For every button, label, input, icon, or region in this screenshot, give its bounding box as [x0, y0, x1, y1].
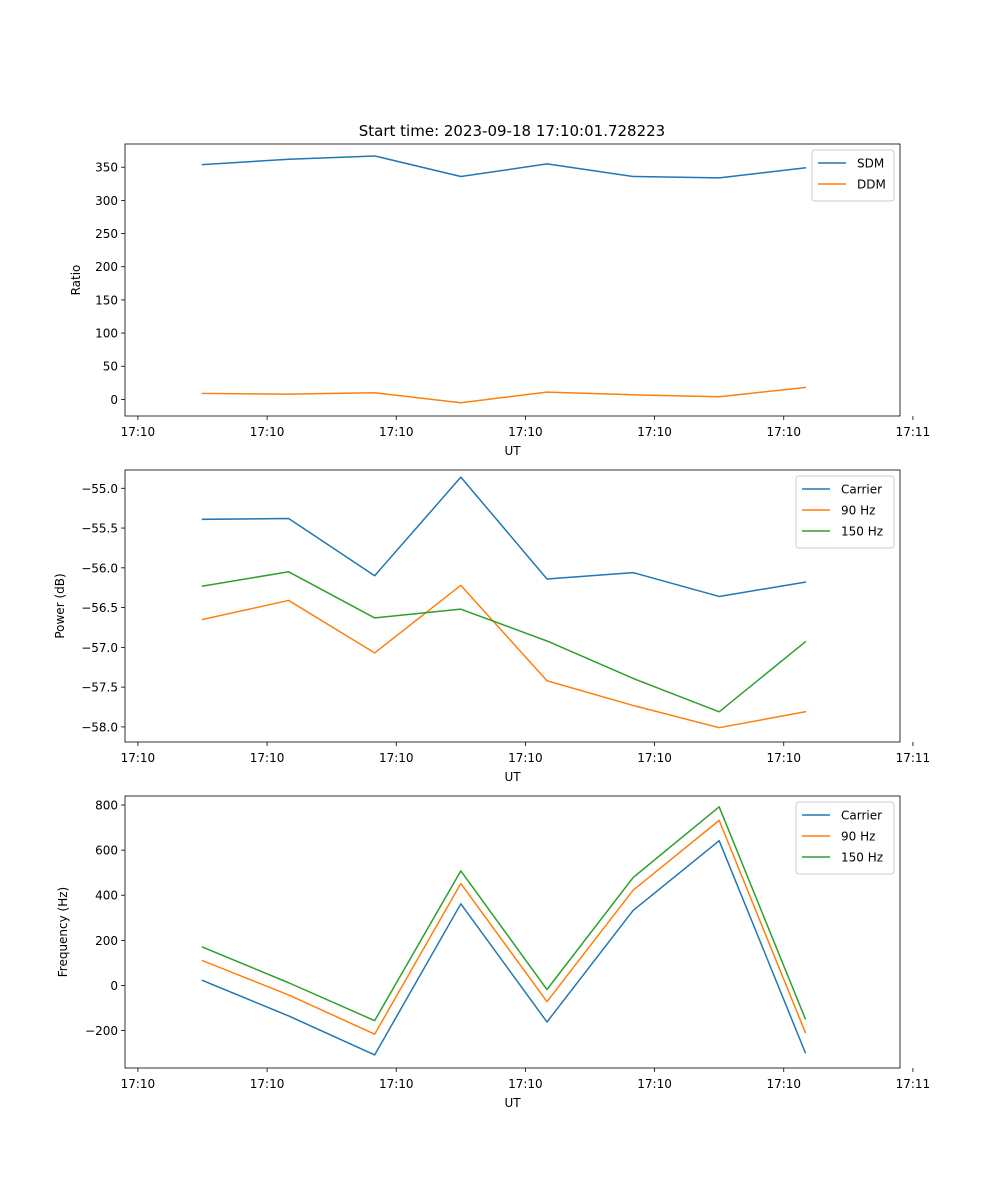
x-tick-label: 17:10	[250, 425, 285, 439]
y-tick-label: −56.5	[81, 601, 118, 615]
y-tick-label: −58.0	[81, 720, 118, 734]
subplot-2: 17:10 17:10 17:10 17:10 17:10 17:10 17:11 −58.0…	[53, 469, 931, 784]
legend-entry: 150 Hz	[841, 851, 883, 865]
y-tick-label: 200	[95, 260, 118, 274]
figure-title: Start time: 2023-09-18 17:10:01.728223	[359, 122, 665, 140]
x-tick-label: 17:10	[250, 1077, 285, 1091]
y-tick-label: −57.0	[81, 641, 118, 655]
series-line-sdm	[201, 155, 807, 179]
legend-entry: Carrier	[841, 809, 882, 823]
series-line-90-hz	[201, 584, 807, 729]
series-line-carrier	[201, 476, 807, 598]
y-tick-label: 100	[95, 327, 118, 341]
y-axis-label: Frequency (Hz)	[56, 887, 70, 978]
legend: Carrier 90 Hz 150 Hz	[795, 801, 895, 875]
legend-box	[795, 801, 895, 875]
y-tick-label: −200	[85, 1024, 118, 1038]
y-tick-label: −55.5	[81, 522, 118, 536]
series-line-90-hz	[201, 819, 807, 1035]
y-tick-label: 350	[95, 161, 118, 175]
series-line-ddm	[201, 386, 807, 404]
legend-entry: Carrier	[841, 483, 882, 497]
y-tick-label: 800	[95, 799, 118, 813]
y-axis-label: Power (dB)	[53, 573, 67, 638]
plot-frame	[124, 795, 901, 1069]
y-tick-label: 50	[103, 360, 118, 374]
x-tick-label: 17:10	[379, 1077, 414, 1091]
y-tick-label: −55.0	[81, 482, 118, 496]
plot-frame	[124, 143, 901, 417]
x-tick-label: 17:11	[896, 1077, 931, 1091]
legend: SDM DDM	[811, 149, 895, 202]
x-tick-label: 17:10	[637, 1077, 672, 1091]
chart-panels: 17:10 17:10 17:10 17:10 17:10 17:10 17:11 0 50 10…	[53, 143, 931, 1110]
y-tick-label: 600	[95, 844, 118, 858]
x-tick-label: 17:10	[379, 751, 414, 765]
legend: Carrier 90 Hz 150 Hz	[795, 475, 895, 549]
x-tick-label: 17:10	[250, 751, 285, 765]
x-tick-label: 17:10	[379, 425, 414, 439]
y-axis-label: Ratio	[69, 265, 83, 296]
y-tick-label: 300	[95, 194, 118, 208]
legend-entry: 90 Hz	[841, 504, 875, 518]
x-tick-label: 17:10	[121, 1077, 156, 1091]
x-tick-label: 17:10	[766, 1077, 801, 1091]
y-tick-label: −56.0	[81, 561, 118, 575]
x-axis-label: UT	[504, 444, 521, 458]
series-line-150-hz	[201, 806, 807, 1022]
x-tick-label: 17:10	[766, 751, 801, 765]
y-tick-label: 0	[110, 979, 118, 993]
x-tick-label: 17:10	[121, 425, 156, 439]
x-tick-label: 17:10	[637, 751, 672, 765]
legend-box	[795, 475, 895, 549]
y-tick-label: 200	[95, 934, 118, 948]
x-tick-label: 17:10	[508, 1077, 543, 1091]
subplot-3: 17:10 17:10 17:10 17:10 17:10 17:10 17:11 −200 0…	[56, 795, 931, 1110]
x-tick-label: 17:10	[766, 425, 801, 439]
x-tick-label: 17:10	[508, 751, 543, 765]
legend-entry: 150 Hz	[841, 525, 883, 539]
x-tick-label: 17:10	[508, 425, 543, 439]
x-tick-label: 17:11	[896, 751, 931, 765]
x-axis-label: UT	[504, 770, 521, 784]
x-axis-label: UT	[504, 1096, 521, 1110]
x-tick-label: 17:10	[121, 751, 156, 765]
y-tick-label: −57.5	[81, 681, 118, 695]
x-tick-label: 17:11	[896, 425, 931, 439]
y-tick-label: 150	[95, 293, 118, 307]
subplot-1: 17:10 17:10 17:10 17:10 17:10 17:10 17:11 0 50 10…	[69, 143, 931, 458]
series-line-carrier	[201, 839, 807, 1056]
legend-entry: 90 Hz	[841, 830, 875, 844]
plot-frame	[124, 469, 901, 743]
legend-entry: DDM	[857, 178, 886, 192]
legend-entry: SDM	[857, 157, 884, 171]
series-line-150-hz	[201, 571, 807, 713]
y-tick-label: 0	[110, 393, 118, 407]
y-tick-label: 250	[95, 227, 118, 241]
x-tick-label: 17:10	[637, 425, 672, 439]
y-tick-label: 400	[95, 889, 118, 903]
